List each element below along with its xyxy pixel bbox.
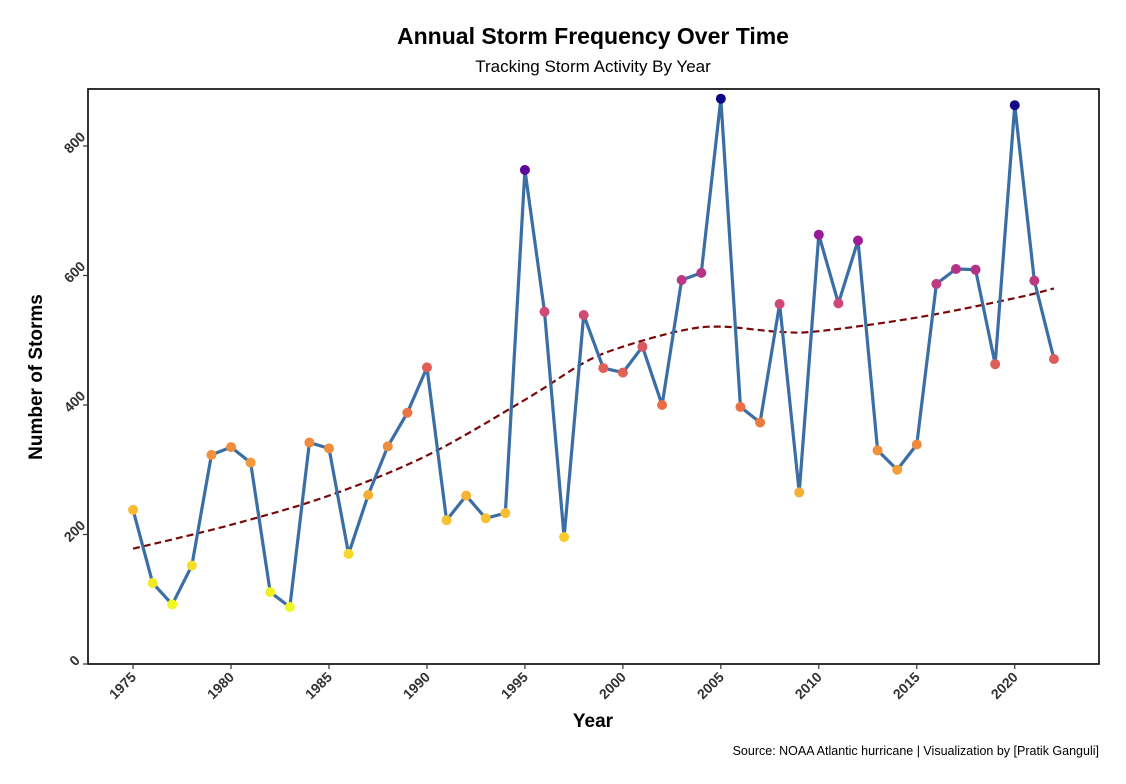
y-tick-label: 600: [61, 258, 89, 286]
data-point: [990, 359, 1001, 370]
x-tick-label: 1990: [400, 669, 433, 702]
data-point: [853, 235, 864, 246]
x-axis-title: Year: [573, 711, 614, 732]
y-tick-label: 200: [61, 517, 89, 545]
data-point: [245, 457, 256, 468]
data-point: [715, 93, 726, 104]
data-point: [206, 449, 217, 460]
x-tick-label: 2005: [694, 669, 727, 702]
chart-caption: Source: NOAA Atlantic hurricane | Visual…: [733, 744, 1099, 758]
data-point: [1029, 275, 1040, 286]
data-points: [128, 93, 1059, 613]
data-point: [637, 341, 648, 352]
data-point: [343, 548, 354, 559]
plot-panel-border: [87, 88, 1100, 665]
data-point: [970, 264, 981, 275]
chart-title: Annual Storm Frequency Over Time: [397, 23, 789, 49]
data-point: [911, 439, 922, 450]
x-tick-label: 1985: [302, 669, 335, 702]
data-point: [363, 489, 374, 500]
y-tick-label: 400: [61, 387, 89, 415]
x-tick-label: 2020: [988, 669, 1021, 702]
x-tick-label: 1975: [106, 669, 139, 702]
trend-line-group: [132, 287, 1055, 550]
data-point: [657, 399, 668, 410]
data-point: [755, 417, 766, 428]
data-point: [1048, 354, 1059, 365]
series-line-group: [131, 97, 1056, 609]
data-point: [128, 504, 139, 515]
data-point: [323, 443, 334, 454]
data-point: [617, 367, 628, 378]
data-point: [382, 441, 393, 452]
data-point: [402, 407, 413, 418]
data-point: [480, 513, 491, 524]
data-point: [441, 515, 452, 526]
data-point: [774, 298, 785, 309]
data-point: [833, 298, 844, 309]
chart-subtitle: Tracking Storm Activity By Year: [475, 57, 711, 76]
data-point: [284, 602, 295, 613]
data-point: [226, 442, 237, 453]
y-tick-label: 0: [66, 652, 83, 669]
axis-ticks: 1975 1980 1985 1990 1995 2000 2005 2010 2015 2020…: [61, 128, 1021, 702]
data-point: [578, 309, 589, 320]
trend-line: [132, 287, 1055, 550]
x-tick-label: 2000: [596, 669, 629, 702]
data-point: [950, 264, 961, 275]
x-tick-label: 2010: [792, 669, 825, 702]
data-point: [265, 587, 276, 598]
data-point: [461, 490, 472, 501]
y-tick-label: 800: [61, 128, 89, 156]
data-point: [676, 275, 687, 286]
data-point: [892, 464, 903, 475]
data-point: [147, 578, 158, 589]
storm-count-line: [131, 97, 1056, 609]
data-point: [186, 560, 197, 571]
data-point: [500, 508, 511, 519]
data-point: [931, 278, 942, 289]
data-point: [696, 267, 707, 278]
data-point: [519, 164, 530, 175]
data-point: [421, 362, 432, 373]
data-point: [304, 437, 315, 448]
data-point: [539, 306, 550, 317]
data-point: [167, 599, 178, 610]
data-point: [813, 229, 824, 240]
data-point: [872, 445, 883, 456]
data-point: [559, 532, 570, 543]
data-point: [794, 487, 805, 498]
data-point: [735, 401, 746, 412]
x-tick-label: 2015: [890, 669, 923, 702]
data-point: [1009, 100, 1020, 111]
x-tick-label: 1980: [204, 669, 237, 702]
y-axis-title: Number of Storms: [26, 294, 47, 460]
x-tick-label: 1995: [498, 669, 531, 702]
data-point: [598, 363, 609, 374]
